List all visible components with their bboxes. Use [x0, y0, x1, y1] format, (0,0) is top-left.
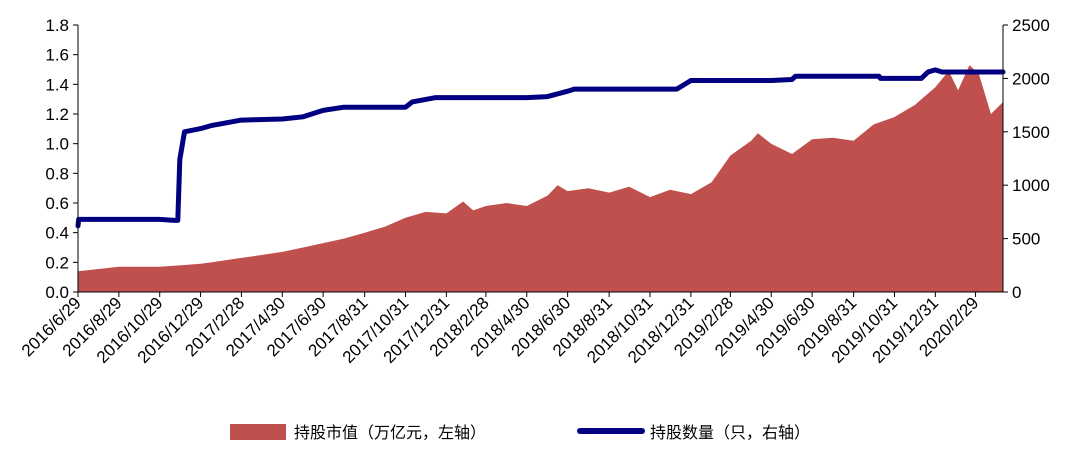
right-axis-tick-label: 1500: [1012, 123, 1050, 142]
area-layer: [78, 65, 1003, 292]
left-axis-tick-label: 1.2: [45, 105, 69, 124]
line-layer: [75, 67, 1006, 229]
left-axis-tick-label: 1.0: [45, 135, 69, 154]
left-axis-tick-label: 0.6: [45, 194, 69, 213]
left-axis-tick-label: 1.6: [45, 46, 69, 65]
series-line-stock-count: [75, 67, 1006, 229]
right-axis-tick-label: 2000: [1012, 69, 1050, 88]
left-axis-tick-label: 1.4: [45, 75, 69, 94]
right-axis-tick-label: 2500: [1012, 16, 1050, 35]
right-axis-tick-label: 500: [1012, 230, 1040, 249]
series-area-market-value: [78, 65, 1003, 292]
right-axis-tick-label: 0: [1012, 283, 1021, 302]
left-axis-tick-label: 1.8: [45, 16, 69, 35]
legend-label-area: 持股市值（万亿元，左轴）: [294, 423, 486, 442]
legend-label-line: 持股数量（只，右轴）: [650, 423, 810, 442]
legend-swatch-area: [230, 424, 286, 440]
left-axis-tick-label: 0.2: [45, 253, 69, 272]
right-axis-tick-label: 1000: [1012, 176, 1050, 195]
left-axis-tick-label: 0.4: [45, 224, 69, 243]
left-axis-tick-label: 0.0: [45, 283, 69, 302]
legend: 持股市值（万亿元，左轴） 持股数量（只，右轴）: [230, 423, 810, 442]
left-axis-tick-label: 0.8: [45, 164, 69, 183]
